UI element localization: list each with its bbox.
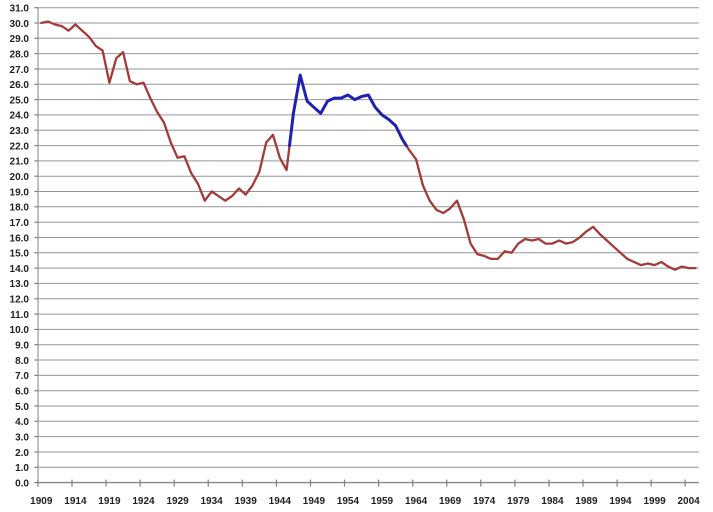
svg-text:5.0: 5.0	[15, 402, 29, 413]
svg-text:29.0: 29.0	[10, 34, 30, 45]
svg-text:1934: 1934	[200, 496, 223, 507]
svg-text:1914: 1914	[64, 496, 87, 507]
svg-text:13.0: 13.0	[10, 279, 30, 290]
svg-text:31.0: 31.0	[10, 4, 30, 15]
svg-text:1939: 1939	[235, 496, 258, 507]
svg-text:19.0: 19.0	[10, 187, 30, 198]
svg-text:27.0: 27.0	[10, 65, 30, 76]
svg-text:25.0: 25.0	[10, 95, 30, 106]
svg-text:24.0: 24.0	[10, 111, 30, 122]
svg-text:3.0: 3.0	[15, 432, 29, 443]
svg-text:1919: 1919	[98, 496, 121, 507]
svg-text:6.0: 6.0	[15, 387, 29, 398]
svg-text:1959: 1959	[371, 496, 394, 507]
svg-text:1979: 1979	[507, 496, 530, 507]
svg-text:1969: 1969	[439, 496, 462, 507]
svg-text:14.0: 14.0	[10, 264, 30, 275]
svg-text:21.0: 21.0	[10, 157, 30, 168]
svg-text:1984: 1984	[541, 496, 564, 507]
svg-text:15.0: 15.0	[10, 249, 30, 260]
svg-text:16.0: 16.0	[10, 233, 30, 244]
svg-text:1974: 1974	[473, 496, 496, 507]
svg-text:1964: 1964	[405, 496, 428, 507]
svg-text:0.0: 0.0	[15, 478, 29, 489]
svg-text:1.0: 1.0	[15, 463, 29, 474]
svg-text:23.0: 23.0	[10, 126, 30, 137]
svg-text:17.0: 17.0	[10, 218, 30, 229]
svg-text:1909: 1909	[30, 496, 53, 507]
svg-text:1944: 1944	[269, 496, 292, 507]
svg-text:26.0: 26.0	[10, 80, 30, 91]
svg-text:12.0: 12.0	[10, 295, 30, 306]
svg-text:28.0: 28.0	[10, 49, 30, 60]
svg-text:18.0: 18.0	[10, 203, 30, 214]
svg-text:1954: 1954	[337, 496, 360, 507]
svg-text:2004: 2004	[677, 496, 700, 507]
svg-text:1989: 1989	[575, 496, 598, 507]
svg-text:20.0: 20.0	[10, 172, 30, 183]
svg-text:1999: 1999	[643, 496, 666, 507]
svg-text:4.0: 4.0	[15, 417, 29, 428]
svg-text:2.0: 2.0	[15, 448, 29, 459]
svg-text:11.0: 11.0	[10, 310, 29, 321]
svg-text:9.0: 9.0	[15, 341, 29, 352]
svg-text:22.0: 22.0	[10, 141, 30, 152]
svg-text:30.0: 30.0	[10, 19, 30, 30]
svg-text:1924: 1924	[132, 496, 155, 507]
svg-text:1929: 1929	[166, 496, 189, 507]
svg-text:8.0: 8.0	[15, 356, 29, 367]
svg-text:10.0: 10.0	[10, 325, 30, 336]
svg-text:1949: 1949	[303, 496, 326, 507]
svg-text:1994: 1994	[609, 496, 632, 507]
svg-text:7.0: 7.0	[15, 371, 29, 382]
